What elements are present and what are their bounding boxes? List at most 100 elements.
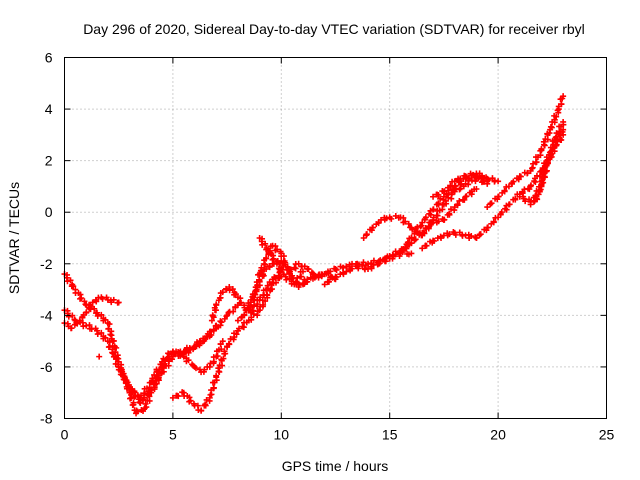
data-point [213, 372, 220, 379]
data-point [68, 325, 75, 332]
points-layer [61, 93, 567, 417]
data-point [535, 188, 542, 195]
data-point [208, 317, 215, 324]
data-point [216, 295, 223, 302]
data-point [544, 159, 551, 166]
data-point [488, 200, 495, 207]
data-point [216, 368, 223, 375]
data-point [213, 301, 220, 308]
data-point [67, 277, 74, 284]
data-point [543, 168, 550, 175]
data-point [547, 123, 554, 130]
data-point [143, 404, 150, 411]
data-point [142, 400, 149, 407]
data-point [512, 195, 519, 202]
data-point [305, 266, 312, 273]
data-point [443, 191, 450, 198]
series-arc-17 [430, 170, 502, 200]
data-point [412, 236, 419, 243]
data-point [109, 349, 116, 356]
data-point [447, 206, 454, 213]
data-point [470, 171, 477, 178]
data-point [70, 283, 77, 290]
data-point [529, 165, 536, 172]
data-point [141, 394, 148, 401]
data-point [110, 337, 117, 344]
data-point [169, 394, 176, 401]
data-point [91, 305, 98, 312]
data-point [376, 260, 383, 267]
data-point [96, 353, 103, 360]
data-point [560, 118, 567, 125]
data-point [161, 361, 168, 368]
data-point [560, 126, 567, 133]
data-point [390, 252, 397, 259]
data-point [156, 369, 163, 376]
data-point [560, 93, 567, 100]
data-point [245, 307, 252, 314]
data-point [468, 233, 475, 240]
data-point [528, 182, 535, 189]
data-point [430, 193, 437, 200]
data-point [132, 392, 139, 399]
data-point [175, 393, 182, 400]
data-point [266, 264, 273, 271]
data-point [263, 254, 270, 261]
data-point [209, 312, 216, 319]
data-point [256, 271, 263, 278]
data-point [505, 183, 512, 190]
data-point [98, 329, 105, 336]
data-point [233, 331, 240, 338]
data-point [274, 246, 281, 253]
data-point [219, 338, 226, 345]
data-point [112, 355, 119, 362]
x-tick-label: 10 [274, 427, 290, 443]
data-point [175, 348, 182, 355]
y-tick-label: -4 [40, 307, 53, 323]
data-point [413, 228, 420, 235]
data-point [304, 278, 311, 285]
data-point [454, 202, 461, 209]
data-point [506, 201, 513, 208]
data-point [539, 171, 546, 178]
data-point [441, 188, 448, 195]
data-point [234, 317, 241, 324]
data-point [258, 264, 265, 271]
data-point [94, 313, 101, 320]
data-point [134, 408, 141, 415]
data-point [311, 274, 318, 281]
data-point [479, 172, 486, 179]
data-point [437, 195, 444, 202]
x-tick-label: 25 [599, 427, 615, 443]
data-point [501, 188, 508, 195]
data-point [498, 209, 505, 216]
data-point [463, 174, 470, 181]
data-point [547, 152, 554, 159]
y-tick-label: -6 [40, 359, 53, 375]
data-point [221, 348, 228, 355]
data-point [435, 191, 442, 198]
data-point [355, 265, 362, 272]
data-point [102, 334, 109, 341]
data-point [553, 113, 560, 120]
data-point [229, 286, 236, 293]
data-point [210, 327, 217, 334]
data-point [122, 376, 129, 383]
data-point [257, 294, 264, 301]
data-point [553, 142, 560, 149]
data-point [388, 215, 395, 222]
data-point [400, 245, 407, 252]
data-point [89, 299, 96, 306]
data-point [408, 250, 415, 257]
data-point [375, 220, 382, 227]
data-point [269, 256, 276, 263]
data-point [256, 276, 263, 283]
data-point [386, 253, 393, 260]
data-point [225, 309, 232, 316]
data-point [419, 229, 426, 236]
plot-frame [64, 57, 607, 419]
data-point [409, 226, 416, 233]
data-point [263, 265, 270, 272]
data-point [177, 352, 184, 359]
